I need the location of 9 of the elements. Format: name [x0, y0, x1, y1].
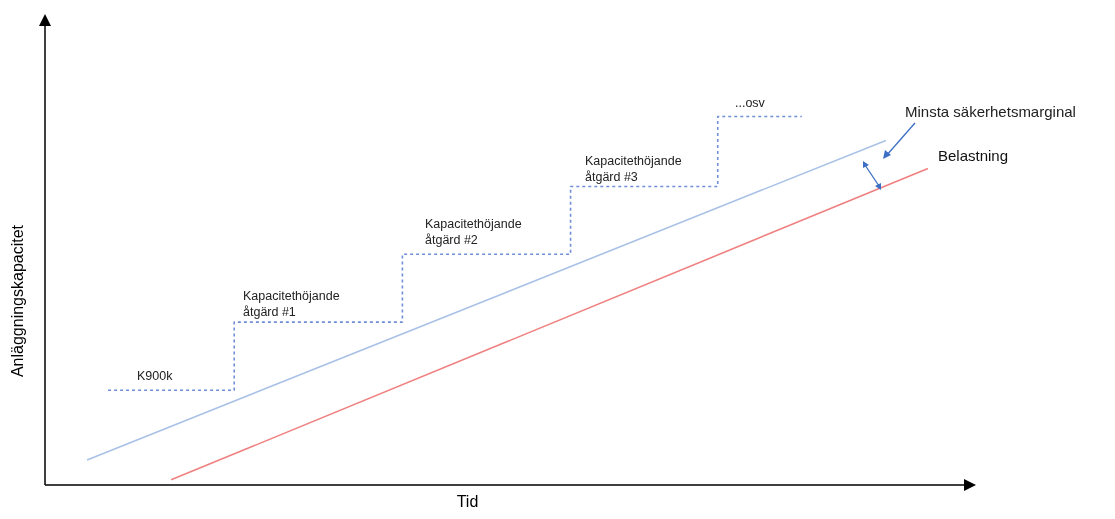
- text: ...osv: [735, 95, 766, 110]
- annotation: Minsta säkerhetsmarginal: [905, 102, 1076, 120]
- x-axis-title: Tid: [456, 493, 479, 511]
- annotation: Kapacitethöjande åtgärd #2: [425, 216, 522, 247]
- annotation: Kapacitethöjande åtgärd #3: [585, 153, 682, 184]
- annotation: K900k: [137, 368, 174, 383]
- series-label: Belastning: [937, 146, 1009, 164]
- annotation: Kapacitethöjande åtgärd #1: [243, 288, 340, 319]
- y-axis-title: Anläggningskapacitet: [9, 224, 27, 378]
